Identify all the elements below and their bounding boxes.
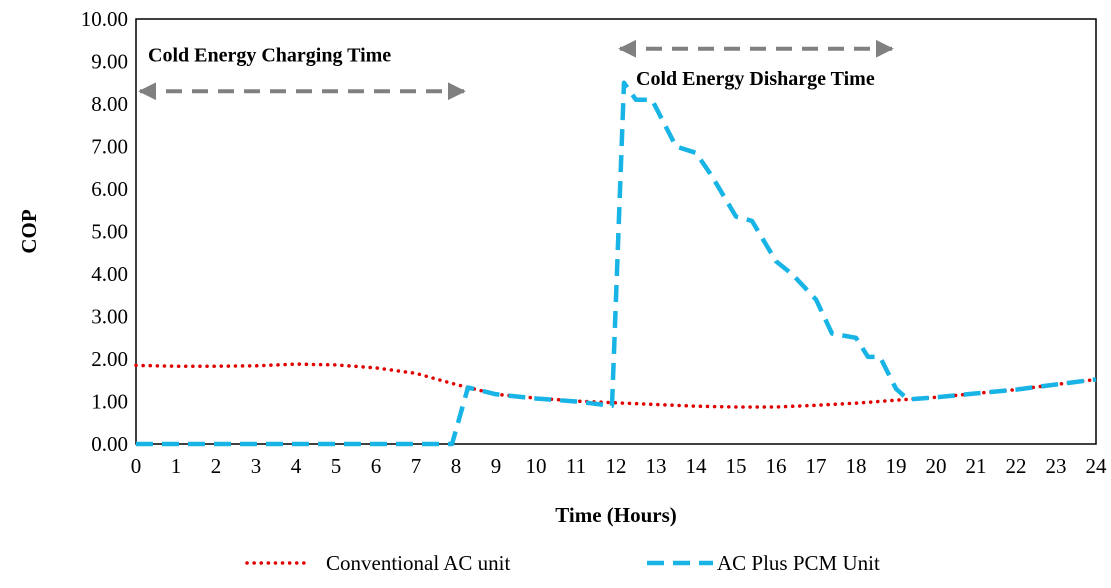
y-tick-label: 10.00 (81, 7, 128, 31)
x-tick-label: 12 (606, 454, 627, 478)
series-line-1 (136, 80, 1097, 447)
x-tick-label: 8 (451, 454, 462, 478)
annotation-label: Cold Energy Disharge Time (636, 68, 875, 90)
x-tick-label: 21 (966, 454, 987, 478)
x-tick-label: 0 (131, 454, 142, 478)
x-tick-label: 6 (371, 454, 382, 478)
x-tick-label: 23 (1046, 454, 1067, 478)
y-tick-label: 9.00 (91, 50, 128, 74)
y-tick-label: 4.00 (91, 262, 128, 286)
y-tick-label: 8.00 (91, 92, 128, 116)
y-axis-title: COP (17, 209, 41, 254)
y-tick-label: 6.00 (91, 177, 128, 201)
y-tick-label: 2.00 (91, 347, 128, 371)
x-tick-label: 22 (1006, 454, 1027, 478)
y-tick-label: 0.00 (91, 432, 128, 456)
y-tick-label: 5.00 (91, 220, 128, 244)
x-tick-label: 15 (726, 454, 747, 478)
y-tick-label: 3.00 (91, 305, 128, 329)
x-tick-label: 14 (686, 454, 708, 478)
x-tick-label: 24 (1086, 454, 1108, 478)
x-tick-label: 18 (846, 454, 867, 478)
x-tick-label: 7 (411, 454, 422, 478)
y-tick-label: 7.00 (91, 135, 128, 159)
x-tick-label: 2 (211, 454, 222, 478)
x-tick-label: 20 (926, 454, 947, 478)
x-tick-label: 16 (766, 454, 787, 478)
x-tick-label: 13 (646, 454, 667, 478)
legend-label: AC Plus PCM Unit (717, 551, 880, 575)
x-tick-label: 9 (491, 454, 502, 478)
x-tick-label: 10 (526, 454, 547, 478)
x-tick-label: 17 (806, 454, 827, 478)
x-tick-label: 11 (566, 454, 586, 478)
x-tick-label: 4 (291, 454, 302, 478)
x-tick-label: 19 (886, 454, 907, 478)
x-tick-label: 1 (171, 454, 182, 478)
x-tick-label: 5 (331, 454, 342, 478)
series-line-0 (134, 362, 1098, 409)
x-tick-label: 3 (251, 454, 262, 478)
plot-frame (135, 18, 1097, 445)
y-tick-label: 1.00 (91, 390, 128, 414)
annotation-label: Cold Energy Charging Time (148, 45, 391, 67)
legend-label: Conventional AC unit (326, 551, 511, 575)
x-axis-title: Time (Hours) (555, 503, 677, 527)
